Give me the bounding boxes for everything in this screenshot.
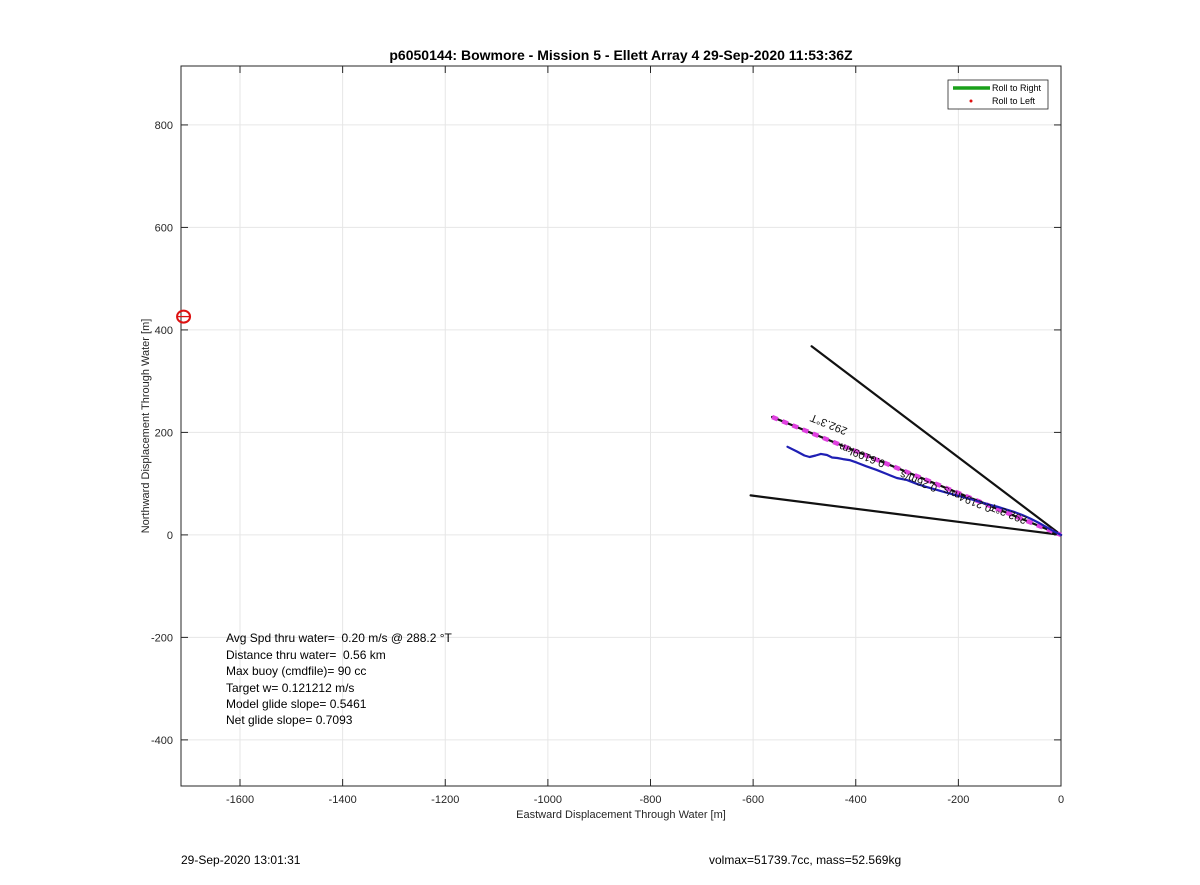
track-label: 0.26m/s [898,468,939,494]
stats-annotation: Avg Spd thru water= 0.20 m/s @ 288.2 °T … [226,631,453,727]
y-tick-label: 400 [155,325,173,337]
x-tick-label: -1600 [226,794,254,806]
y-tick-label: 200 [155,427,173,439]
y-tick-label: -200 [151,632,173,644]
annotation-max-buoy: Max buoy (cmdfile)= 90 cc [226,664,366,678]
x-tick-label: -1400 [329,794,357,806]
series-line-0 [786,445,1063,537]
x-tick-label: -600 [742,794,764,806]
x-tick-label: -200 [947,794,969,806]
legend-box [947,79,1049,110]
grid [181,66,1062,786]
legend-roll-left-swatch [969,99,973,103]
legend-roll-left-label: Roll to Left [992,96,1036,106]
y-tick-label: 600 [155,222,173,234]
footer-stats: volmax=51739.7cc, mass=52.569kg [709,853,902,867]
x-tick-label: -400 [845,794,867,806]
x-axis-label: Eastward Displacement Through Water [m] [516,809,726,821]
x-tick-label: 0 [1058,794,1064,806]
markers [176,309,192,324]
y-tick-label: 800 [155,120,173,132]
x-tick-label: -1000 [534,794,562,806]
series-line-1 [771,414,1062,537]
series-line-4 [749,494,1063,537]
plot-area-border [180,65,1062,787]
legend: Roll to Right Roll to Left [947,79,1049,110]
annotation-net-glide-slope: Net glide slope= 0.7093 [226,713,353,727]
track-label: 0.2194m/s [941,483,994,514]
legend-roll-right-label: Roll to Right [992,83,1042,93]
annotation-target-w: Target w= 0.121212 m/s [226,681,354,695]
annotation-distance: Distance thru water= 0.56 km [226,648,386,662]
axis-ticks: -1600 -1400 -1200 -1000 -800 -600 -400 -200 0 -40… [151,66,1064,806]
annotation-model-glide-slope: Model glide slope= 0.5461 [226,697,367,711]
annotation-avg-speed: Avg Spd thru water= 0.20 m/s @ 288.2 °T [226,631,453,645]
y-axis-label: Northward Displacement Through Water [m] [140,319,152,534]
y-tick-label: 0 [167,530,173,542]
x-tick-label: -800 [639,794,661,806]
series-line-3 [810,345,1063,537]
x-tick-label: -1200 [431,794,459,806]
y-tick-label: -400 [151,735,173,747]
footer-timestamp: 29-Sep-2020 13:01:31 [181,853,301,867]
data-series [749,345,1063,537]
chart-title: p6050144: Bowmore - Mission 5 - Ellett A… [389,47,853,63]
start-marker-circle [176,309,192,324]
track-label: 292.3°T [988,500,1029,526]
